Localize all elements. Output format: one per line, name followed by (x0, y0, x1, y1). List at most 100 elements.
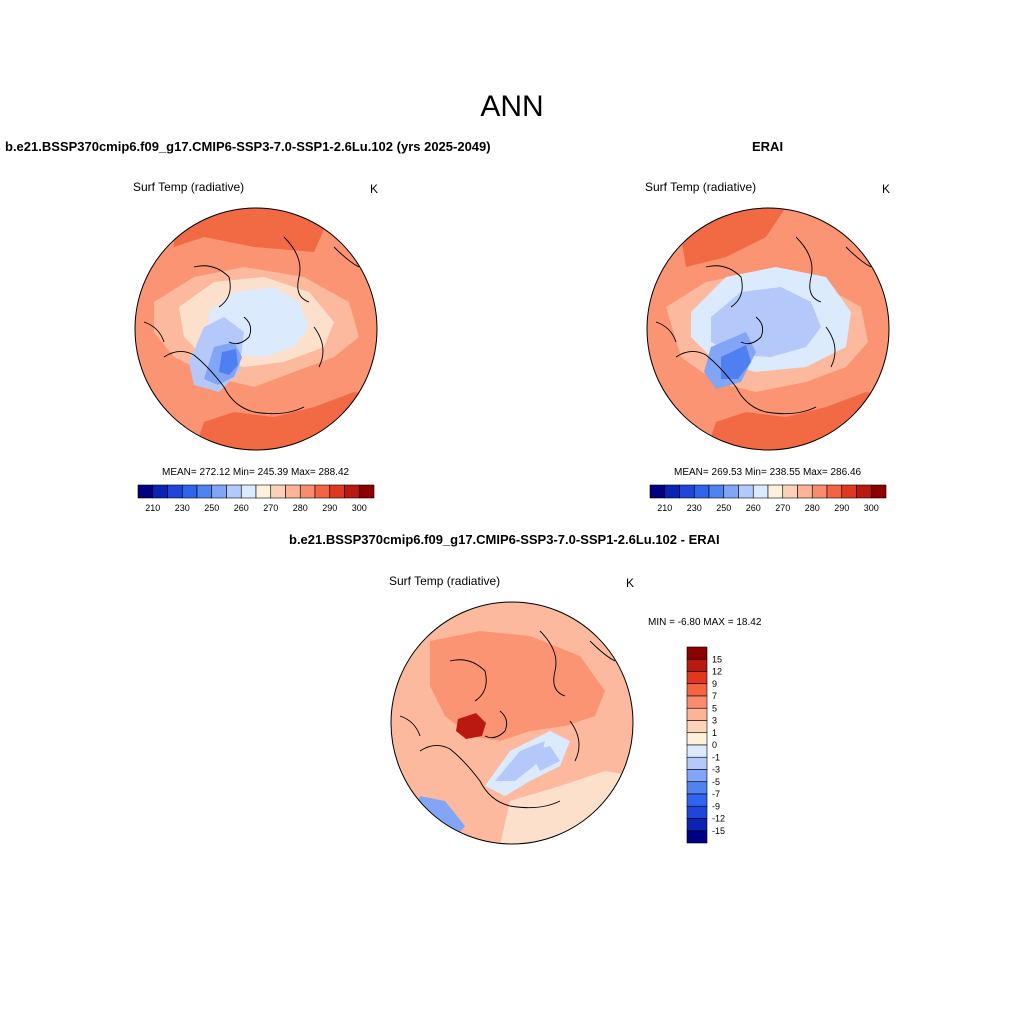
colorbar-tick-label: 260 (746, 503, 761, 513)
p1-fill-cold-dark (219, 349, 238, 375)
p2-coastlines (655, 236, 872, 415)
colorbar-tick-label: 300 (352, 503, 367, 513)
colorbar-tick-label: -1 (712, 752, 720, 762)
colorbar-tick-label: -5 (712, 777, 720, 787)
colorbar-swatch (686, 744, 708, 758)
colorbar-swatch (255, 484, 272, 499)
colorbar-tick-label: 1 (712, 728, 717, 738)
p1-fill-warm-dark-ne (174, 208, 334, 252)
colorbar-swatch (856, 484, 872, 499)
colorbar-tick-label: 230 (687, 503, 702, 513)
colorbar-swatch (211, 484, 227, 499)
colorbar-swatch (686, 646, 708, 660)
panel3-variable-label: Surf Temp (radiative) (389, 574, 501, 588)
panel1-stats: MEAN= 272.12 Min= 245.39 Max= 288.42 (162, 467, 350, 478)
panel2-units-label: K (882, 182, 891, 196)
colorbar-swatch (686, 732, 708, 746)
colorbar-swatch (708, 484, 725, 499)
colorbar-swatch (686, 830, 708, 844)
colorbar-swatch (686, 769, 708, 783)
panel2-polar-map (646, 207, 890, 451)
colorbar-tick-label: 0 (712, 740, 717, 750)
panel1-polar-map (134, 207, 378, 451)
colorbar-tick-label: 210 (145, 503, 160, 513)
p3-fill-warm-mid (430, 631, 605, 741)
colorbar-swatch (299, 484, 316, 499)
colorbar-swatch (152, 484, 168, 499)
colorbar-tick-label: -9 (712, 801, 720, 811)
colorbar-swatch (686, 683, 708, 697)
panel2-colorbar (649, 484, 887, 499)
panel1-title: b.e21.BSSP370cmip6.f09_g17.CMIP6-SSP3-7.… (5, 139, 491, 154)
colorbar-tick-label: 210 (657, 503, 672, 513)
panel3-title: b.e21.BSSP370cmip6.f09_g17.CMIP6-SSP3-7.… (289, 532, 720, 547)
colorbar-swatch (693, 484, 710, 499)
colorbar-swatch (649, 484, 666, 499)
colorbar-tick-label: -12 (712, 814, 725, 824)
colorbar-swatch (811, 484, 828, 499)
colorbar-swatch (240, 484, 257, 499)
colorbar-swatch (686, 781, 708, 795)
colorbar-tick-label: -7 (712, 789, 720, 799)
colorbar-swatch (686, 658, 708, 672)
colorbar-swatch (738, 484, 754, 499)
figure-title: ANN (480, 90, 544, 123)
panel3-polar-map (390, 601, 634, 845)
colorbar-swatch (196, 484, 213, 499)
colorbar-tick-label: 9 (712, 679, 717, 689)
colorbar-tick-label: -3 (712, 765, 720, 775)
colorbar-swatch (686, 793, 708, 807)
colorbar-swatch (314, 484, 331, 499)
panel1-colorbar (137, 484, 375, 499)
colorbar-swatch (181, 484, 198, 499)
colorbar-tick-label: 250 (716, 503, 731, 513)
colorbar-swatch (664, 484, 680, 499)
colorbar-swatch (723, 484, 739, 499)
colorbar-swatch (358, 484, 375, 499)
colorbar-swatch (686, 695, 708, 709)
p3-fill-cold-small (530, 746, 560, 771)
panel3-units-label: K (626, 576, 635, 590)
panel3-colorbar-labels: 15 12 9 7 5 3 1 0 -1 -3 -5 -7 -9 -12 -15 (712, 654, 725, 836)
colorbar-tick-label: 15 (712, 654, 722, 664)
panel2-colorbar-labels: 210 230 250 260 270 280 290 300 (657, 503, 879, 513)
colorbar-swatch (167, 484, 183, 499)
panel2-stats: MEAN= 269.53 Min= 238.55 Max= 286.46 (674, 467, 862, 478)
colorbar-tick-label: 230 (175, 503, 190, 513)
panel1-variable-label: Surf Temp (radiative) (133, 180, 245, 194)
colorbar-swatch (782, 484, 798, 499)
colorbar-swatch (797, 484, 813, 499)
colorbar-tick-label: 250 (204, 503, 219, 513)
colorbar-swatch (870, 484, 887, 499)
p2-fill-cold-dark (721, 345, 751, 379)
colorbar-tick-label: 5 (712, 703, 717, 713)
colorbar-tick-label: 290 (322, 503, 337, 513)
colorbar-swatch (841, 484, 857, 499)
colorbar-tick-label: 270 (263, 503, 278, 513)
p1-coastlines (143, 236, 360, 415)
colorbar-tick-label: 280 (293, 503, 308, 513)
p3-coastlines (399, 630, 616, 809)
panel3-stats: MIN = -6.80 MAX = 18.42 (648, 617, 762, 628)
panel1-colorbar-labels: 210 230 250 260 270 280 290 300 (145, 503, 367, 513)
panel2-variable-label: Surf Temp (radiative) (645, 180, 757, 194)
colorbar-tick-label: 3 (712, 716, 717, 726)
colorbar-swatch (344, 484, 360, 499)
colorbar-swatch (752, 484, 769, 499)
colorbar-swatch (686, 707, 708, 721)
colorbar-tick-label: 280 (805, 503, 820, 513)
colorbar-swatch (226, 484, 242, 499)
colorbar-swatch (686, 818, 708, 832)
colorbar-swatch (679, 484, 695, 499)
colorbar-swatch (270, 484, 286, 499)
panel1-units-label: K (370, 182, 379, 196)
colorbar-swatch (826, 484, 843, 499)
panel2-title: ERAI (752, 139, 784, 154)
colorbar-swatch (686, 756, 708, 770)
colorbar-swatch (686, 720, 708, 734)
colorbar-tick-label: 7 (712, 691, 717, 701)
colorbar-tick-label: 260 (234, 503, 249, 513)
colorbar-swatch (329, 484, 345, 499)
colorbar-tick-label: 290 (834, 503, 849, 513)
colorbar-swatch (285, 484, 301, 499)
